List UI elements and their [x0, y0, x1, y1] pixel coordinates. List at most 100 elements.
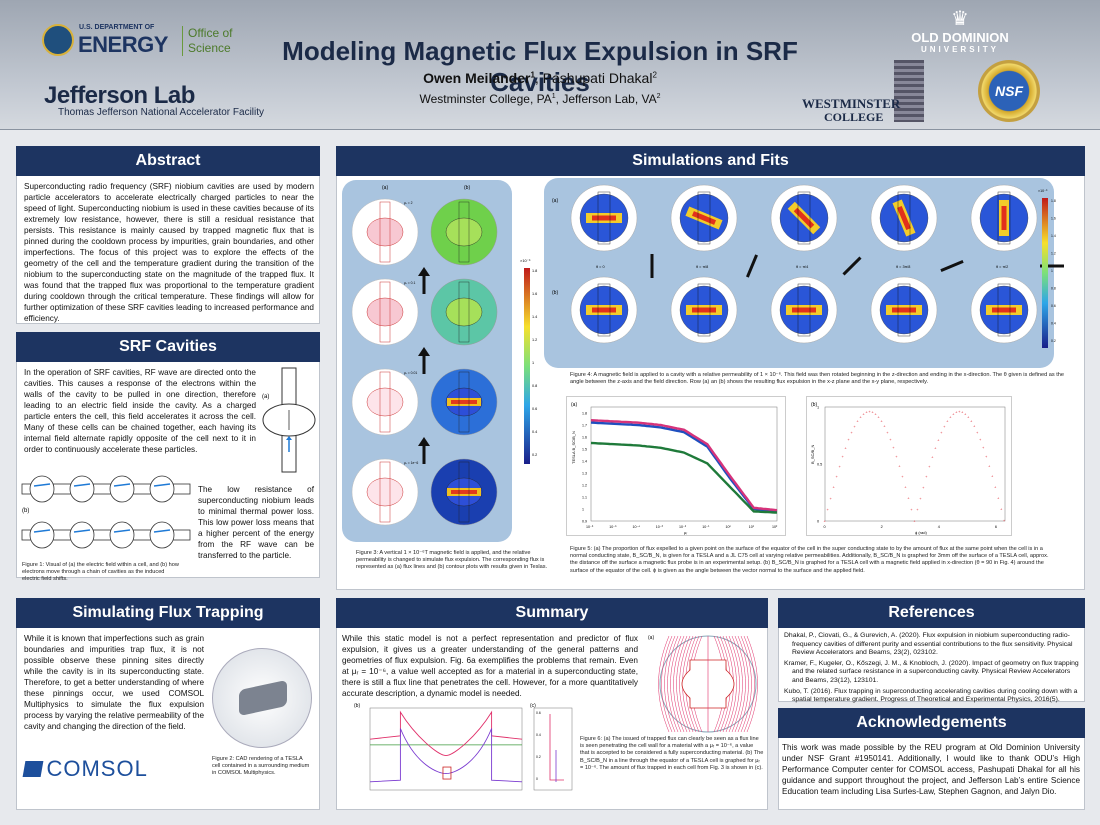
plot-area	[369, 707, 523, 791]
fig6a-label: (a)	[648, 635, 654, 641]
data-point: +	[946, 419, 949, 424]
odu-logo: ♛ OLD DOMINION UNIVERSITY	[900, 8, 1020, 60]
flux-line	[725, 635, 737, 733]
data-point: +	[883, 424, 886, 429]
cell-outline	[797, 191, 811, 245]
colorbar-tick: 1	[1051, 269, 1053, 273]
fig1-label-a: (a)	[262, 394, 269, 400]
field-arrow-head	[418, 347, 430, 356]
field-arrow-head	[418, 267, 430, 276]
trapping-heading: Simulating Flux Trapping	[16, 598, 320, 628]
flux-line	[664, 635, 676, 733]
data-point: +	[967, 414, 970, 419]
data-point: +	[856, 419, 859, 424]
x-axis-label: μᵣ	[684, 530, 687, 535]
data-point: +	[985, 454, 988, 459]
y-tick-label: 1.4	[582, 460, 587, 464]
reference-item: Dhakal, P., Ciovati, G., & Gurevich, A. …	[784, 632, 1073, 657]
jlab-logo: Jefferson Lab Thomas Jefferson National …	[44, 82, 284, 118]
x-tick-label: 10²	[772, 525, 778, 529]
data-point: +	[910, 507, 913, 512]
data-point: +	[895, 454, 898, 459]
y-tick-label: 1.6	[582, 436, 587, 440]
cell-outline	[697, 283, 711, 337]
fig3-flux-plots: (a) (b) μᵣ = 2 μᵣ = 0.1 μᵣ = 0.01 μᵣ = 1e−6 ×1…	[351, 185, 537, 526]
fig1-caption: Figure 1: Visual of (a) the electric fie…	[22, 562, 179, 583]
y-tick-label: 1.5	[582, 448, 587, 452]
data-point: +	[913, 518, 916, 523]
data-point: +	[877, 414, 880, 419]
y-tick-label: 0.2	[536, 755, 541, 759]
flux-line	[731, 635, 743, 733]
rotation-plot-hot	[999, 200, 1009, 236]
y-tick-label: 0	[817, 520, 819, 524]
poster-title: Modeling Magnetic Flux Expulsion in SRF …	[282, 36, 798, 97]
data-point: +	[916, 507, 919, 512]
colorbar	[524, 268, 530, 464]
poster-authors: Owen Meilander1, Pashupati Dhakal2	[423, 70, 657, 86]
inset-series-line	[549, 714, 564, 781]
data-point: +	[838, 464, 841, 469]
hot-core	[1001, 206, 1007, 230]
contour-peak	[451, 490, 477, 494]
nsf-text: NSF	[995, 83, 1023, 99]
data-point: +	[940, 430, 943, 435]
cad-figure	[212, 648, 312, 748]
theta-label: θ = 0	[596, 265, 605, 269]
data-point: +	[928, 464, 931, 469]
hot-core	[793, 207, 815, 229]
data-series-line	[590, 419, 778, 512]
x-axis-label: ϕ (rad)	[915, 530, 927, 535]
data-point: +	[925, 474, 928, 479]
cavity-outline	[366, 387, 404, 417]
data-point: +	[880, 418, 883, 423]
beam-pipe-outline	[379, 371, 391, 433]
series-line	[369, 728, 523, 783]
colorbar-tick: 1.6	[1051, 217, 1056, 221]
flux-line	[728, 635, 740, 733]
fig2-caption: Figure 2: CAD rendering of a TESLA cell …	[212, 756, 310, 777]
rotation-plot-hot	[892, 199, 916, 237]
cell-outline	[997, 191, 1011, 245]
contour-pipe	[458, 371, 470, 433]
data-series-line	[590, 441, 778, 514]
x-tick-label: 10⁻⁶	[586, 525, 594, 529]
odu-university-text: UNIVERSITY	[920, 45, 999, 54]
doe-seal-icon	[42, 24, 74, 56]
flux-line	[661, 635, 673, 733]
y-tick-label: 1.3	[582, 472, 587, 476]
odu-text: OLD DOMINION	[911, 30, 1009, 45]
x-tick-label: 10⁻³	[656, 525, 664, 529]
fig6c-label: (c)	[530, 703, 536, 709]
hot-core	[592, 215, 616, 221]
references-heading: References	[778, 598, 1085, 628]
zoom-box	[442, 766, 452, 780]
cavity-outline	[366, 217, 404, 247]
srf-heading: SRF Cavities	[16, 332, 320, 362]
flux-line	[676, 635, 688, 733]
rotation-plot-hot	[586, 305, 622, 315]
summary-text: While this static model is not a perfect…	[342, 634, 638, 698]
y-tick-label: 1	[817, 406, 819, 410]
poster-header: U.S. DEPARTMENT OF ENERGY Office of Scie…	[0, 0, 1100, 130]
westminster-college-text: COLLEGE	[824, 110, 884, 124]
beam-pipe-outline	[379, 201, 391, 263]
y-tick-label: 1	[582, 508, 584, 512]
data-point: +	[853, 424, 856, 429]
abstract-heading: Abstract	[16, 146, 320, 176]
data-point: +	[898, 464, 901, 469]
data-point: +	[937, 437, 940, 442]
fig6b-label: (b)	[354, 703, 360, 709]
data-point: +	[892, 445, 895, 450]
data-point: +	[958, 409, 961, 414]
x-tick-label: 10⁻⁵	[609, 525, 617, 529]
comsol-text: COMSOL	[46, 756, 148, 781]
x-tick-label: 0	[824, 525, 826, 529]
mu-label: μᵣ = 1e−6	[404, 461, 418, 465]
srf-text-2: The low resistance of superconducting ni…	[198, 485, 314, 560]
fig5b-label: (b)	[811, 402, 817, 408]
colorbar-exponent: ×10⁻⁶	[1038, 189, 1048, 193]
cell-outline	[997, 283, 1011, 337]
data-point: +	[829, 496, 832, 501]
reference-item: Kubo, T. (2016). Flux trapping in superc…	[784, 687, 1078, 704]
